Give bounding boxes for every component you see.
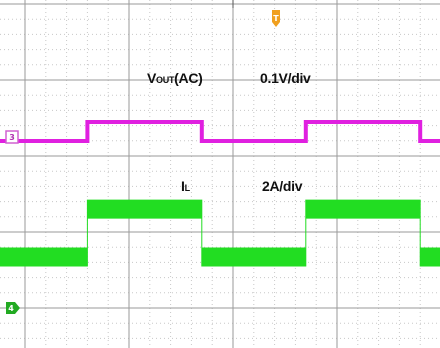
- ch3-marker-label: 3: [9, 133, 15, 142]
- ch4-scale: 2A/div: [262, 178, 303, 194]
- trigger-marker-label: T: [273, 14, 279, 23]
- trigger-marker: T: [272, 10, 280, 27]
- ch3-vout-trace: [0, 120, 440, 143]
- ch4-marker-label: 4: [8, 304, 14, 313]
- ch3-ground-marker: 3: [5, 130, 19, 144]
- ch4-label: IL: [181, 178, 191, 194]
- ch4-ground-marker: 4: [6, 302, 20, 314]
- ch4-il-trace: [0, 199, 440, 267]
- ch3-label: VOUT(AC): [147, 70, 203, 86]
- ch3-scale: 0.1V/div: [260, 70, 311, 86]
